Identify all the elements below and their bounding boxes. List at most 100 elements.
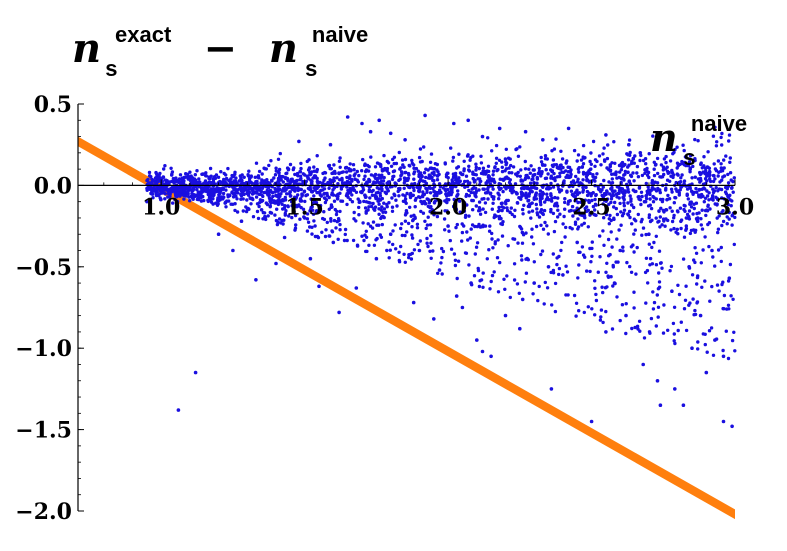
scatter-point — [302, 216, 307, 220]
scatter-point — [249, 202, 253, 206]
scatter-point — [582, 214, 587, 218]
scatter-point — [278, 199, 283, 204]
scatter-point — [486, 136, 490, 140]
scatter-point — [604, 309, 608, 314]
scatter-point — [726, 279, 731, 283]
scatter-point — [283, 204, 287, 208]
scatter-point — [717, 289, 721, 293]
scatter-point — [429, 256, 433, 260]
scatter-point — [429, 233, 433, 238]
x-tick-label: 3.0 — [716, 194, 754, 220]
scatter-point — [650, 245, 654, 250]
scatter-point — [626, 190, 631, 194]
scatter-point — [626, 201, 630, 205]
scatter-point — [673, 387, 677, 391]
x-tick-label: 2.5 — [572, 194, 610, 220]
scatter-point — [419, 209, 423, 214]
scatter-point — [317, 190, 321, 194]
scatter-point — [572, 148, 577, 153]
scatter-point — [599, 308, 604, 312]
scatter-point — [523, 280, 527, 284]
scatter-point — [654, 263, 659, 267]
scatter-point — [669, 264, 674, 269]
scatter-point — [700, 227, 705, 231]
scatter-point — [707, 244, 711, 249]
scatter-point — [486, 187, 490, 191]
scatter-point — [332, 176, 336, 180]
scatter-point — [506, 244, 510, 248]
scatter-point — [163, 164, 167, 168]
scatter-point — [581, 143, 586, 148]
scatter-point — [421, 211, 426, 215]
scatter-point — [336, 182, 340, 186]
scatter-point — [224, 188, 228, 192]
scatter-point — [610, 177, 614, 181]
scatter-point — [524, 196, 528, 200]
scatter-point — [458, 210, 462, 214]
scatter-point — [666, 193, 670, 198]
scatter-point — [644, 162, 648, 166]
scatter-point — [719, 135, 723, 140]
scatter-point — [407, 253, 411, 257]
scatter-point — [439, 261, 443, 265]
scatter-point — [673, 147, 677, 152]
scatter-point — [591, 174, 595, 179]
scatter-point — [576, 217, 580, 221]
scatter-point — [537, 169, 542, 174]
scatter-point — [505, 198, 509, 203]
scatter-point — [631, 157, 636, 161]
scatter-point — [611, 190, 615, 195]
scatter-point — [288, 162, 293, 167]
scatter-point — [637, 319, 642, 323]
scatter-point — [429, 205, 433, 209]
scatter-point — [728, 171, 733, 175]
scatter-point — [655, 293, 659, 297]
scatter-point — [337, 310, 341, 315]
scatter-point — [647, 213, 652, 217]
scatter-point — [552, 229, 557, 234]
scatter-point — [711, 173, 716, 178]
scatter-point — [586, 305, 590, 309]
scatter-point — [322, 178, 326, 182]
scatter-point — [609, 197, 614, 201]
scatter-point — [620, 160, 625, 165]
scatter-point — [543, 154, 548, 158]
scatter-point — [458, 171, 463, 175]
scatter-point — [443, 188, 447, 192]
scatter-point — [369, 173, 374, 177]
scatter-point — [418, 160, 423, 164]
scatter-point — [537, 215, 542, 219]
scatter-point — [380, 205, 384, 209]
scatter-point — [413, 205, 417, 209]
scatter-point — [536, 298, 540, 303]
scatter-point — [623, 191, 627, 195]
scatter-point — [602, 146, 606, 150]
scatter-point — [527, 167, 531, 171]
scatter-point — [622, 196, 626, 201]
scatter-point — [488, 224, 492, 228]
scatter-point — [696, 347, 700, 351]
scatter-point — [425, 197, 429, 201]
scatter-point — [725, 199, 729, 204]
scatter-point — [195, 187, 199, 192]
scatter-point — [471, 208, 475, 212]
scatter-point — [425, 236, 429, 241]
scatter-point — [281, 180, 285, 184]
scatter-point — [335, 197, 340, 201]
scatter-point — [623, 172, 627, 176]
scatter-point — [719, 259, 723, 264]
x-title-main: n — [650, 115, 678, 160]
scatter-point — [440, 255, 444, 260]
scatter-point — [518, 326, 522, 331]
scatter-point — [329, 219, 333, 223]
scatter-point — [364, 211, 368, 215]
scatter-point — [644, 256, 649, 260]
scatter-point — [348, 168, 353, 172]
scatter-point — [328, 178, 332, 182]
scatter-point — [457, 152, 461, 156]
scatter-point — [564, 169, 568, 173]
scatter-point — [435, 193, 439, 198]
scatter-point — [493, 242, 497, 246]
scatter-point — [184, 194, 188, 198]
scatter-point — [437, 190, 441, 195]
